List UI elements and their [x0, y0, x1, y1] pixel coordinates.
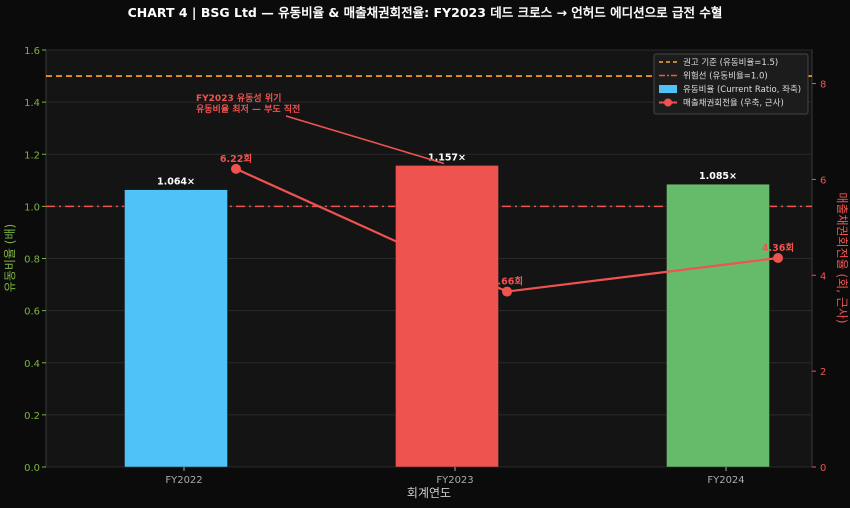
annotation-text: 유동비율 최저 — 부도 직전: [196, 103, 300, 115]
y2-tick-label: 2: [820, 367, 826, 378]
legend-label: 매출채권회전율 (우축, 근사): [683, 98, 784, 109]
legend-marker: [664, 98, 672, 107]
line-series: 6.22회 3.66회 4.36회: [220, 153, 794, 297]
turnover-value-label: 6.22회: [220, 153, 252, 165]
turnover-point: [502, 286, 512, 297]
y2-tick-label: 6: [820, 175, 826, 186]
y2-tick-label: 8: [820, 80, 826, 91]
y-tick-label: 1.6: [24, 46, 40, 57]
bar-fy2023: [395, 165, 499, 468]
y-axis-label: 유동비율 (배): [3, 224, 17, 292]
turnover-value-label: 4.36회: [762, 242, 794, 254]
legend-label: 권고 기준 (유동비율=1.5): [683, 57, 778, 68]
bar-value-label: 1.157×: [428, 152, 466, 163]
legend-swatch: [659, 85, 677, 93]
bar-series: 1.064× 1.157× 1.085×: [124, 152, 770, 468]
right-axis: 0 2 4 6 8: [812, 80, 826, 474]
bar-value-label: 1.064×: [157, 177, 195, 188]
y-tick-label: 1.4: [24, 98, 40, 109]
bar-fy2024: [666, 183, 770, 468]
chart-title: CHART 4 | BSG Ltd — 유동비율 & 매출채권회전율: FY20…: [128, 5, 723, 20]
legend: 권고 기준 (유동비율=1.5) 위험선 (유동비율=1.0) 유동비율 (Curr…: [653, 53, 809, 115]
y2-tick-label: 4: [820, 271, 826, 282]
x-tick-label: FY2024: [707, 475, 744, 486]
bar-fy2022: [124, 189, 228, 468]
y2-axis-label: 매출채권회전율 (회, 근사): [835, 192, 849, 323]
bar-value-label: 1.085×: [699, 171, 737, 182]
y-tick-label: 0.6: [24, 307, 40, 318]
legend-label: 유동비율 (Current Ratio, 좌축): [683, 85, 801, 95]
x-axis: FY2022 FY2023 FY2024: [165, 467, 745, 486]
x-axis-label: 회계연도: [407, 486, 451, 500]
y-tick-label: 0.8: [24, 255, 40, 266]
annotation-text: FY2023 유동성 위기: [196, 92, 281, 104]
legend-label: 위험선 (유동비율=1.0): [683, 72, 768, 82]
x-tick-label: FY2022: [165, 475, 202, 486]
y2-tick-label: 0: [820, 463, 826, 474]
turnover-point: [231, 163, 241, 174]
y-tick-label: 0.0: [24, 463, 40, 474]
y-tick-label: 1.2: [24, 150, 40, 161]
turnover-point: [773, 253, 783, 264]
left-axis: 0.0 0.2 0.4 0.6 0.8 1.0 1.2 1.4 1.6: [24, 46, 46, 474]
y-tick-label: 0.4: [24, 359, 40, 370]
y-tick-label: 1.0: [24, 202, 40, 213]
annotation-arrow: [285, 115, 445, 165]
turnover-value-label: 3.66회: [491, 276, 523, 288]
y-tick-label: 0.2: [24, 411, 40, 422]
legend-box: [653, 53, 809, 115]
x-tick-label: FY2023: [436, 475, 473, 486]
